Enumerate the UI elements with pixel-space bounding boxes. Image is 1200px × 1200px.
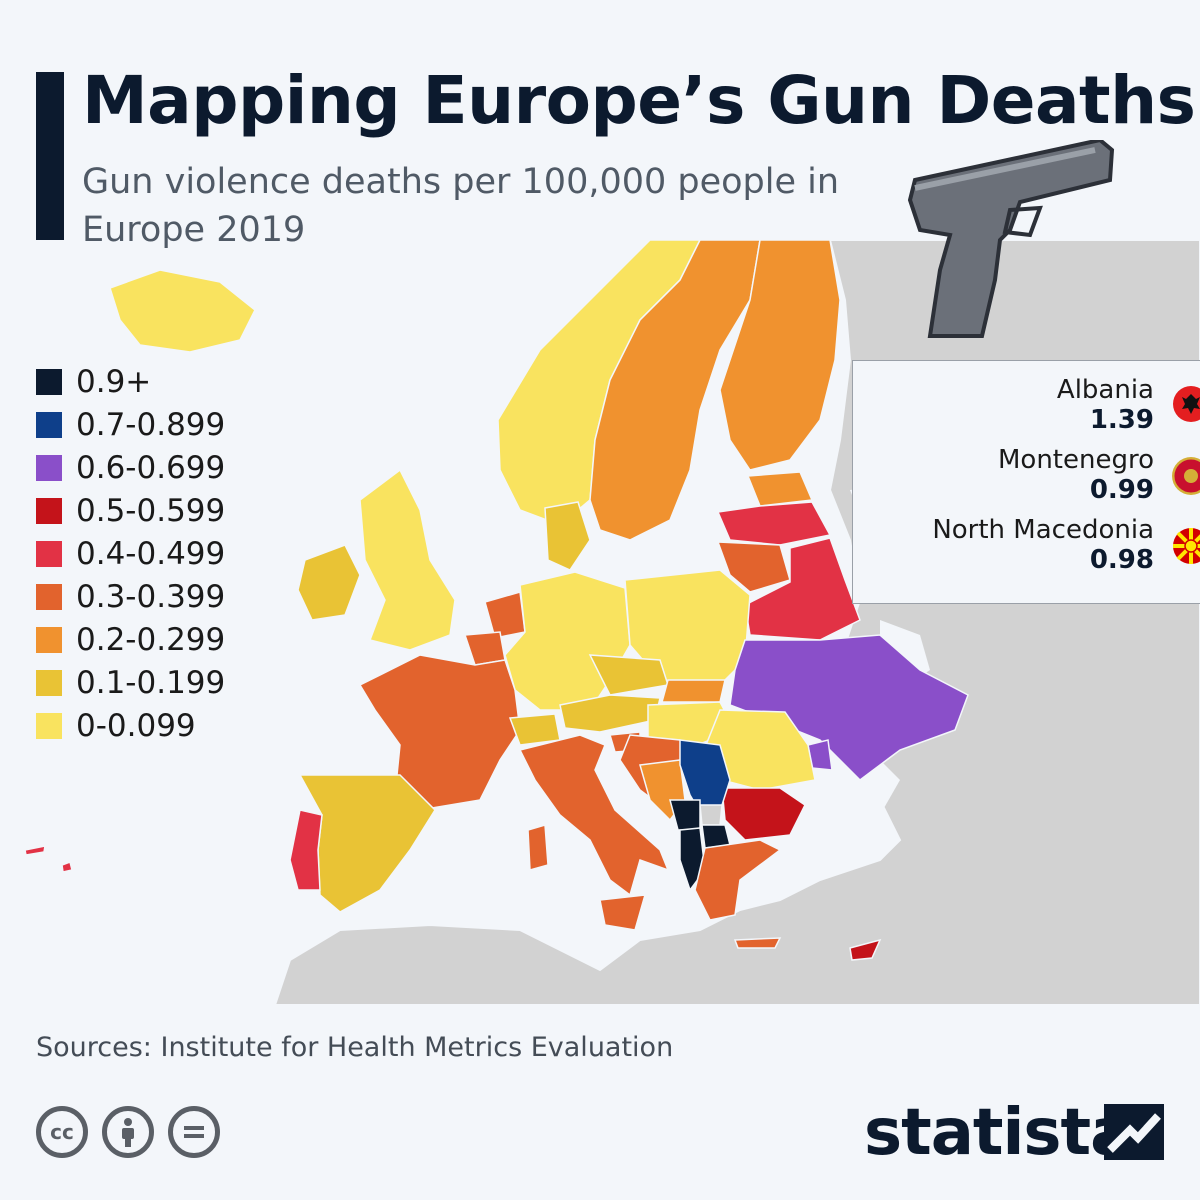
netherlands [484, 591, 526, 639]
sardinia [527, 824, 549, 871]
spain [298, 774, 436, 913]
legend-label: 0.5-0.599 [76, 492, 226, 529]
france [358, 654, 521, 811]
attribution-icon[interactable] [102, 1106, 154, 1158]
italy [518, 734, 670, 897]
cc-icon[interactable]: cc [36, 1106, 88, 1158]
ireland [297, 544, 361, 621]
callout-entry-north-macedonia: North Macedonia 0.98 [932, 515, 1154, 575]
legend-label: 0.2-0.299 [76, 621, 226, 658]
legend-item: 0.6-0.699 [36, 446, 225, 489]
greece [694, 839, 782, 921]
madeira [61, 861, 73, 873]
belgium [463, 631, 506, 666]
switzerland [508, 713, 561, 746]
poland [624, 569, 751, 686]
legend-label: 0.4-0.499 [76, 535, 226, 572]
legend-label: 0.9+ [76, 363, 152, 400]
finland [719, 240, 841, 471]
pistol-icon [907, 140, 1115, 338]
no-derivatives-icon[interactable] [168, 1106, 220, 1158]
denmark [544, 501, 591, 571]
legend-label: 0.6-0.699 [76, 449, 226, 486]
legend-swatch [36, 540, 62, 567]
bulgaria [721, 787, 806, 841]
legend: 0.9+ 0.7-0.899 0.6-0.699 0.5-0.599 0.4-0… [36, 360, 225, 747]
legend-label: 0.3-0.399 [76, 578, 226, 615]
license-icons: cc [36, 1106, 220, 1158]
callout-value: 0.99 [1089, 475, 1154, 505]
callout-country: Albania [1056, 375, 1154, 405]
legend-swatch [36, 583, 62, 610]
legend-swatch [36, 712, 62, 739]
page-title: Mapping Europe’s Gun Deaths [82, 62, 1196, 139]
legend-item: 0.3-0.399 [36, 575, 225, 618]
statista-logo-icon [1104, 1104, 1164, 1160]
legend-swatch [36, 411, 62, 438]
lithuania [716, 541, 791, 593]
legend-swatch [36, 368, 62, 395]
statista-logo-text[interactable]: statista [864, 1096, 1133, 1170]
callout-entry-montenegro: Montenegro 0.99 [998, 445, 1154, 505]
crete [733, 937, 782, 949]
page-subtitle: Gun violence deaths per 100,000 people i… [82, 162, 840, 250]
iceland [109, 269, 256, 353]
legend-swatch [36, 497, 62, 524]
legend-swatch [36, 454, 62, 481]
legend-label: 0.1-0.199 [76, 664, 226, 701]
title-accent-bar [36, 72, 64, 240]
north-macedonia-flag-icon [1173, 528, 1200, 564]
legend-label: 0.7-0.899 [76, 406, 226, 443]
azores [24, 845, 46, 856]
latvia [716, 501, 832, 546]
europe-countries [24, 240, 969, 961]
estonia [746, 471, 814, 507]
sicily [599, 894, 647, 931]
legend-item: 0.4-0.499 [36, 532, 225, 575]
albania-flag-icon [1173, 386, 1200, 422]
legend-swatch [36, 669, 62, 696]
united-kingdom [359, 468, 456, 651]
legend-item: 0.9+ [36, 360, 225, 403]
legend-item: 0.7-0.899 [36, 403, 225, 446]
callout-value: 0.98 [1089, 545, 1154, 575]
ukraine [729, 634, 969, 781]
source-note: Sources: Institute for Health Metrics Ev… [36, 1032, 674, 1063]
top-countries-callout: Albania 1.39 Montenegro 0.99 North Maced… [852, 360, 1200, 604]
sweden [589, 240, 761, 541]
callout-country: Montenegro [997, 445, 1154, 475]
legend-item: 0.2-0.299 [36, 618, 225, 661]
montenegro [669, 799, 701, 831]
callout-entry-albania: Albania 1.39 [1057, 375, 1154, 435]
slovakia [661, 679, 726, 703]
legend-item: 0.1-0.199 [36, 661, 225, 704]
callout-country: North Macedonia [932, 515, 1154, 545]
montenegro-flag-icon [1172, 457, 1200, 495]
cyprus [849, 938, 882, 961]
legend-item: 0-0.099 [36, 704, 225, 747]
legend-label: 0-0.099 [76, 707, 196, 744]
callout-value: 1.39 [1089, 405, 1154, 435]
kosovo [699, 804, 723, 826]
legend-item: 0.5-0.599 [36, 489, 225, 532]
portugal [289, 809, 323, 891]
legend-swatch [36, 626, 62, 653]
